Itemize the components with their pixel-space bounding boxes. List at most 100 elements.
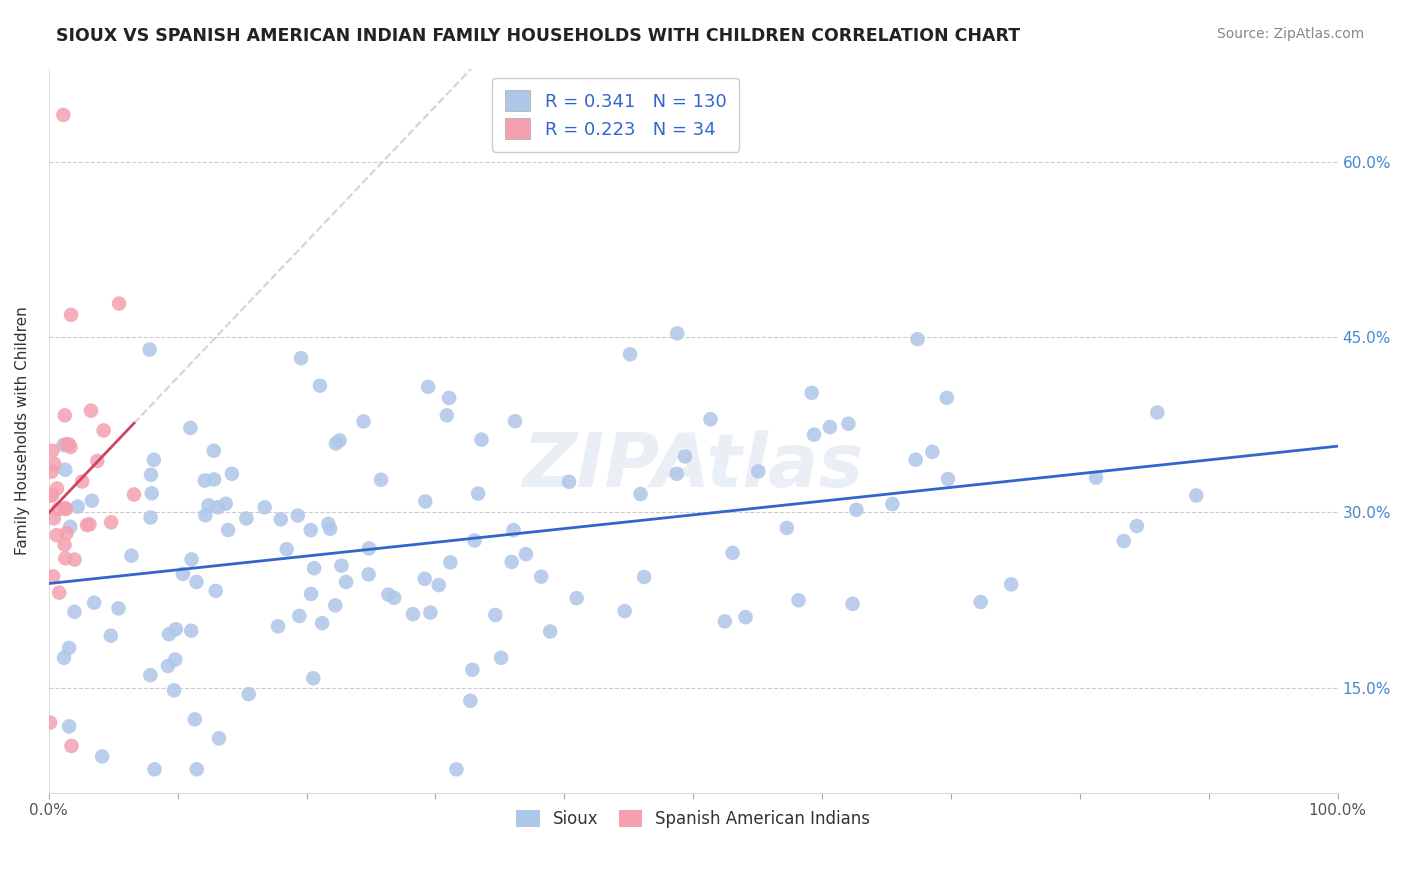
Point [666, 326, 689, 341]
Point [619, 347, 641, 361]
Point [309, 378, 332, 392]
Point [204, 583, 226, 598]
Point [142, 452, 165, 467]
Point [357, 541, 380, 556]
Point [439, 555, 461, 569]
Point [194, 508, 217, 523]
Point [936, 472, 959, 486]
Point [48, 502, 70, 516]
Point [1000, 577, 1022, 591]
Point [721, 546, 744, 560]
Point [139, 668, 162, 682]
Point [470, 433, 492, 447]
Point [882, 497, 904, 511]
Point [776, 521, 799, 535]
Point [60, 739, 83, 753]
Point [302, 671, 325, 685]
Point [837, 417, 859, 431]
Point [70, 475, 93, 489]
Point [59, 520, 82, 534]
Point [63, 605, 86, 619]
Point [818, 420, 841, 434]
Point [186, 574, 208, 589]
Point [446, 762, 468, 776]
Text: ZIPAtlas: ZIPAtlas [523, 430, 863, 503]
Point [53, 650, 76, 665]
Point [329, 434, 352, 448]
Point [39, 488, 62, 502]
Point [139, 467, 162, 482]
Point [163, 683, 186, 698]
Point [80, 493, 103, 508]
Point [935, 391, 957, 405]
Point [172, 566, 194, 581]
Point [530, 570, 553, 584]
Point [197, 499, 219, 513]
Point [335, 574, 357, 589]
Point [299, 587, 322, 601]
Point [80, 403, 103, 417]
Point [83, 596, 105, 610]
Point [502, 523, 524, 537]
Point [311, 616, 333, 631]
Point [1126, 519, 1149, 533]
Point [907, 332, 929, 346]
Point [55, 526, 77, 541]
Point [323, 599, 346, 613]
Point [427, 578, 450, 592]
Point [55, 437, 77, 451]
Point [42, 569, 65, 583]
Point [558, 475, 581, 489]
Point [437, 391, 460, 405]
Point [157, 627, 180, 641]
Point [515, 547, 537, 561]
Point [276, 542, 298, 557]
Point [970, 595, 993, 609]
Point [319, 522, 342, 536]
Point [461, 663, 484, 677]
Point [42, 511, 65, 525]
Point [202, 443, 225, 458]
Point [86, 454, 108, 468]
Point [841, 597, 863, 611]
Point [141, 486, 163, 500]
Point [207, 500, 229, 515]
Point [58, 719, 80, 733]
Point [302, 561, 325, 575]
Point [377, 588, 399, 602]
Point [53, 409, 76, 423]
Point [120, 549, 142, 563]
Point [55, 502, 77, 516]
Point [53, 538, 76, 552]
Y-axis label: Family Households with Children: Family Households with Children [15, 306, 30, 555]
Point [48, 585, 70, 599]
Point [143, 762, 166, 776]
Point [288, 608, 311, 623]
Point [156, 659, 179, 673]
Point [436, 409, 458, 423]
Point [202, 472, 225, 486]
Point [186, 762, 208, 776]
Point [416, 380, 439, 394]
Point [59, 440, 82, 454]
Point [60, 308, 83, 322]
Point [800, 385, 823, 400]
Point [484, 607, 506, 622]
Point [714, 615, 737, 629]
Point [53, 501, 76, 516]
Point [467, 486, 489, 500]
Point [46, 482, 69, 496]
Point [139, 510, 162, 524]
Point [238, 687, 260, 701]
Text: Source: ZipAtlas.com: Source: ZipAtlas.com [1216, 27, 1364, 41]
Point [39, 715, 62, 730]
Point [503, 414, 526, 428]
Point [267, 619, 290, 633]
Point [565, 591, 588, 606]
Point [41, 488, 63, 502]
Point [108, 296, 131, 310]
Point [58, 437, 80, 451]
Point [76, 518, 98, 533]
Point [413, 572, 436, 586]
Point [66, 500, 89, 514]
